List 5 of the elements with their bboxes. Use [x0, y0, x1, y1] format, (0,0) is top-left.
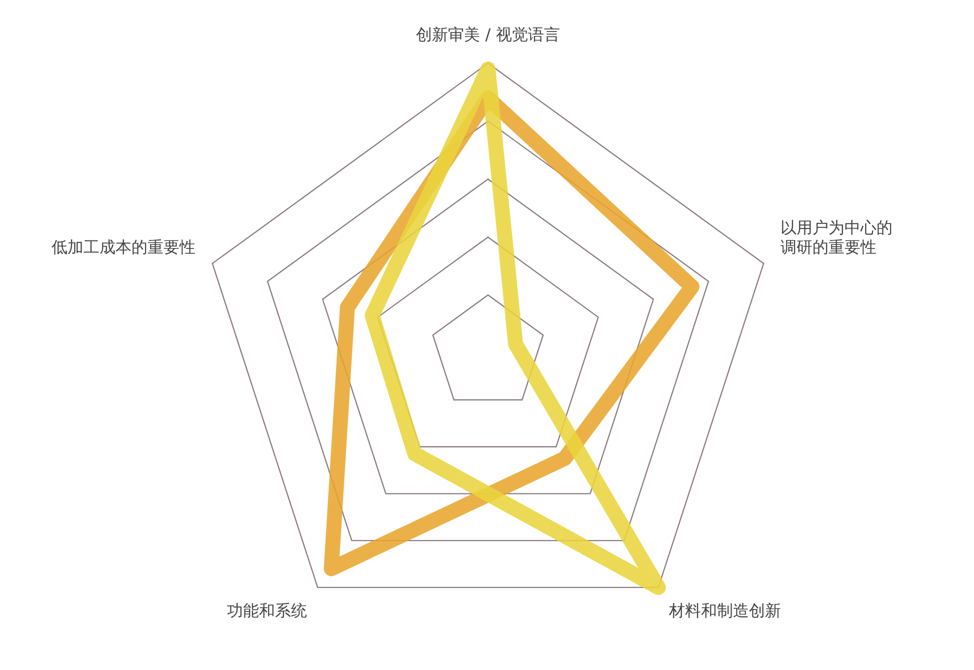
spoke-label: 创新审美 / 视觉语言 [416, 24, 560, 44]
spoke-label: 功能和系统 [227, 600, 308, 620]
spoke-label: 以用户为中心的调研的重要性 [780, 218, 893, 256]
spoke-label: 低加工成本的重要性 [51, 237, 196, 256]
spoke-label: 材料和制造创新 [668, 600, 781, 620]
